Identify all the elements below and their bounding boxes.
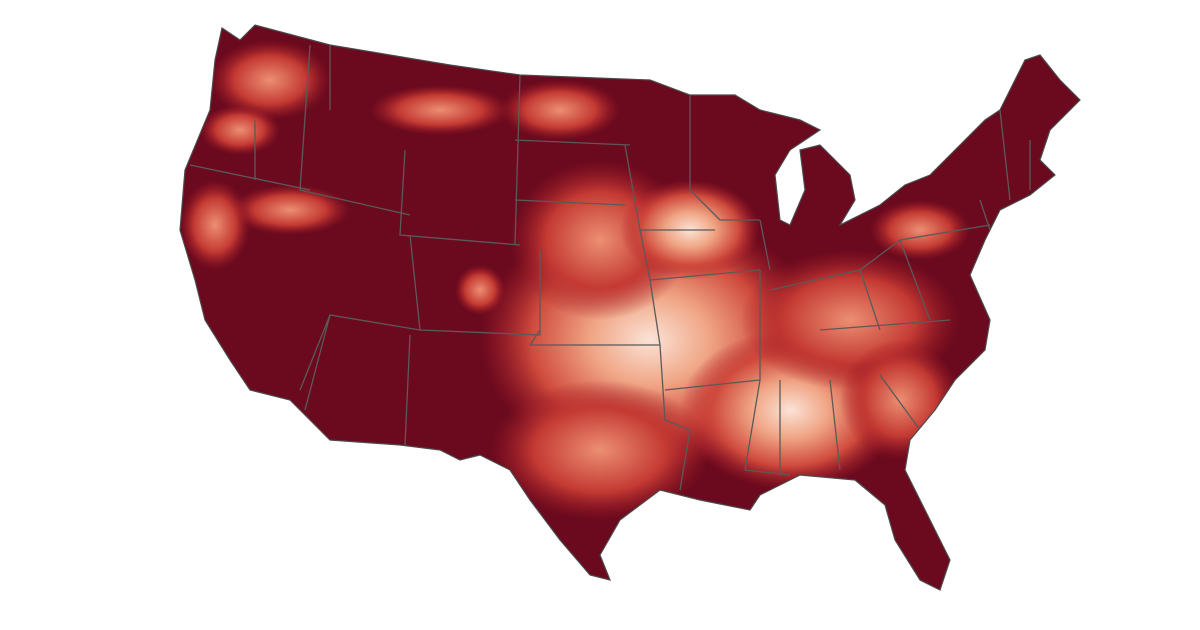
heat-blob [180,180,250,270]
heat-blob [230,185,350,235]
state-borders [189,44,1031,491]
heat-blob [210,40,330,120]
heat-layer [180,25,1080,590]
heat-blob [370,85,510,135]
heat-blob [455,265,505,315]
heat-blob [500,80,620,140]
heat-blob [200,105,280,155]
heat-blob [870,200,970,260]
heat-blob [490,380,710,520]
